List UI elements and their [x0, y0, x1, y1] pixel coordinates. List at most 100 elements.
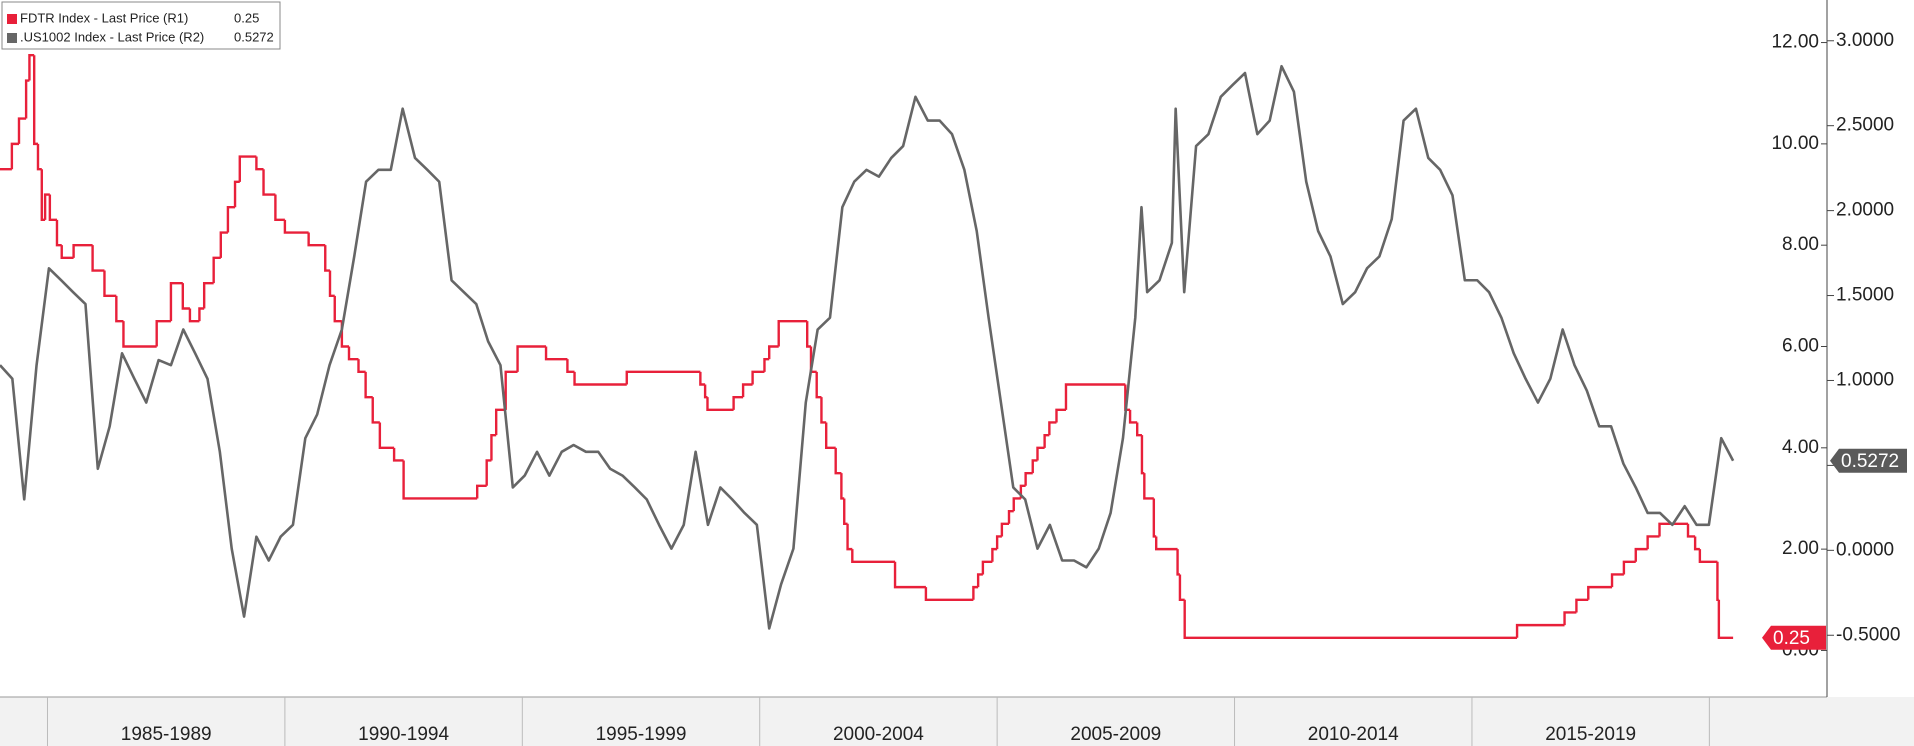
x-tick-label: 1985-1989 [121, 724, 212, 745]
x-tick-label: 1990-1994 [358, 724, 449, 745]
step-segment [1515, 623, 1565, 638]
step-segment [490, 433, 497, 461]
legend-label: FDTR Index - Last Price (R1) [20, 10, 188, 25]
step-segment [1693, 536, 1700, 551]
step-segment [24, 79, 30, 119]
step-segment [751, 370, 765, 385]
x-tick-label: 1995-1999 [596, 724, 687, 745]
step-segment [1155, 536, 1178, 551]
x-tick-label: 2000-2004 [833, 724, 924, 745]
step-segment [91, 245, 105, 272]
step-segment [328, 270, 335, 298]
legend-label: .US1002 Index - Last Price (R2) [20, 29, 204, 44]
step-segment [1698, 549, 1718, 563]
step-segment [1178, 574, 1185, 601]
step-segment [843, 498, 848, 526]
step-segment [815, 371, 822, 399]
y-tick-label: 4.00 [1782, 437, 1819, 458]
step-segment [1183, 599, 1518, 639]
x-axis-band [0, 697, 1914, 746]
y2-tick-label: 2.5000 [1836, 115, 1894, 136]
y-tick-label: 6.00 [1782, 336, 1819, 357]
step-segment [60, 245, 74, 260]
x-tick-label: 2010-2014 [1308, 724, 1399, 745]
step-segment [392, 447, 404, 462]
step-segment [516, 345, 547, 372]
step-segment [48, 194, 57, 222]
step-segment [504, 370, 518, 410]
legend-value: 0.25 [234, 10, 259, 25]
step-segment [32, 55, 38, 146]
step-segment [1658, 522, 1688, 537]
step-segment [262, 169, 276, 196]
step-segment [768, 345, 779, 360]
step-segment [371, 397, 380, 424]
last-value-label: 0.25 [1773, 628, 1810, 649]
step-segment [1055, 408, 1066, 423]
step-segment [566, 359, 575, 374]
step-segment [219, 231, 228, 258]
step-segment [1140, 435, 1145, 475]
step-segment [1036, 446, 1045, 461]
step-segment [28, 54, 35, 81]
step-segment [1143, 473, 1154, 500]
step-segment [188, 308, 200, 323]
step-segment [1024, 471, 1033, 486]
step-segment [1646, 535, 1660, 550]
step-segment [402, 460, 478, 500]
step-segment [202, 281, 214, 309]
step-segment [703, 384, 708, 399]
step-segment [122, 321, 157, 348]
step-segment [1575, 598, 1589, 613]
step-segment [706, 397, 734, 412]
y2-tick-label: -0.5000 [1836, 624, 1900, 645]
step-segment [347, 346, 359, 361]
step-segment [544, 346, 568, 361]
y2-tick-label: 3.0000 [1836, 30, 1894, 51]
step-segment [1043, 433, 1050, 448]
step-segment [212, 256, 221, 284]
step-segment [972, 585, 979, 600]
step-segment [1634, 547, 1648, 562]
last-value-tag [1762, 625, 1826, 650]
step-segment [924, 587, 974, 601]
x-tick-label: 2015-2019 [1545, 724, 1636, 745]
step-segment [806, 321, 811, 348]
step-segment [233, 180, 240, 208]
step-segment [834, 447, 842, 475]
step-segment [851, 549, 896, 563]
legend-swatch [7, 33, 17, 43]
step-segment [307, 232, 326, 247]
step-segment [378, 422, 395, 450]
step-segment [1048, 421, 1057, 436]
step-segment [1000, 522, 1009, 537]
step-segment [238, 155, 257, 182]
step-segment [226, 205, 236, 233]
y-tick-label: 8.00 [1782, 234, 1819, 255]
y-tick-label: 2.00 [1782, 538, 1819, 559]
step-segment [741, 383, 753, 398]
step-segment [732, 395, 744, 410]
step-segment [573, 371, 627, 386]
step-segment [103, 270, 117, 298]
step-segment [1686, 523, 1696, 538]
step-segment [1128, 409, 1138, 424]
step-segment [72, 243, 93, 258]
step-segment [10, 142, 19, 170]
step-segment [777, 319, 808, 347]
step-segment [699, 371, 706, 386]
step-segment [494, 408, 506, 436]
step-segment [1152, 498, 1157, 538]
y-tick-label: 10.00 [1771, 133, 1819, 154]
step-segment [820, 397, 827, 424]
step-segment [485, 459, 492, 486]
x-tick-label: 2005-2009 [1070, 724, 1161, 745]
step-segment [274, 194, 285, 222]
step-segment [1031, 459, 1038, 474]
step-segment [991, 547, 998, 562]
step-segment [995, 535, 1002, 550]
step-segment [181, 283, 190, 310]
step-segment [255, 156, 264, 171]
legend-swatch [7, 14, 17, 24]
